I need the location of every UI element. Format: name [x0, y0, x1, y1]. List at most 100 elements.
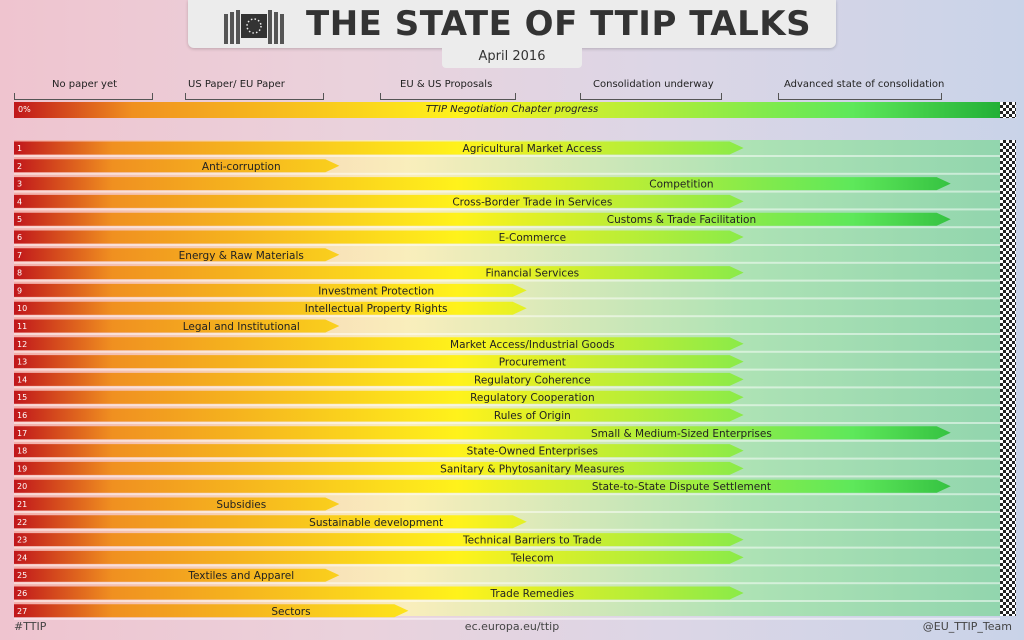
chapter-bar [14, 426, 951, 440]
row-track [14, 368, 1000, 371]
row-number: 21 [17, 500, 27, 509]
row-track [14, 475, 1000, 478]
finish-flag [1000, 140, 1016, 616]
chapter-bar [14, 461, 744, 475]
chapter-label: Energy & Raw Materials [179, 250, 304, 262]
chapter-label: Technical Barriers to Trade [462, 535, 602, 547]
footer-twitter: @EU_TTIP_Team [922, 620, 1012, 633]
chapter-bar [14, 337, 744, 351]
chapter-label: Small & Medium-Sized Enterprises [591, 428, 772, 440]
chapter-bar [14, 479, 951, 493]
chapter-label: Market Access/Industrial Goods [450, 339, 615, 351]
progress-caption: TTIP Negotiation Chapter progress [425, 104, 599, 115]
chapter-bar [14, 372, 744, 386]
chapter-bar [14, 141, 744, 155]
row-track [14, 528, 1000, 531]
chapter-label: Procurement [499, 357, 566, 369]
finish-flag-top [1000, 102, 1016, 118]
row-track [14, 404, 1000, 407]
chapter-bar [14, 266, 744, 280]
chapter-bar [14, 390, 744, 404]
chapter-label: Trade Remedies [490, 588, 575, 600]
page-subtitle: April 2016 [442, 46, 582, 68]
chapter-label: State-Owned Enterprises [467, 446, 598, 458]
chapter-label: Regulatory Cooperation [470, 392, 595, 404]
row-track [14, 226, 1000, 229]
chapter-bar [14, 550, 744, 564]
row-track [14, 315, 1000, 318]
chapter-bar [14, 194, 744, 208]
chapter-label: Cross-Border Trade in Services [452, 196, 612, 208]
row-number: 13 [17, 358, 27, 367]
row-track [14, 208, 1000, 211]
row-track [14, 350, 1000, 353]
chapter-bar [14, 604, 409, 618]
chapter-label: Rules of Origin [494, 410, 571, 422]
row-track [14, 172, 1000, 175]
row-track [14, 422, 1000, 424]
chapter-bar [14, 248, 340, 262]
row-number: 10 [17, 304, 27, 313]
chapter-bar [14, 533, 744, 547]
row-number: 3 [17, 180, 22, 189]
chapter-bar [14, 408, 744, 422]
chapter-label: E-Commerce [499, 232, 566, 244]
row-number: 14 [17, 375, 27, 384]
progress-bar [14, 102, 1000, 118]
row-track [14, 244, 1000, 246]
row-track [14, 511, 1000, 513]
row-track [14, 546, 1000, 549]
chapter-label: Sanitary & Phytosanitary Measures [440, 463, 624, 475]
chapter-bar [14, 212, 951, 226]
row-number: 20 [17, 482, 27, 491]
row-number: 1 [17, 144, 22, 153]
chapter-label: Investment Protection [318, 285, 434, 297]
footer-hashtag: #TTIP [14, 620, 47, 633]
row-number: 4 [17, 197, 22, 206]
chapter-bar [14, 230, 744, 244]
row-number: 17 [17, 429, 27, 438]
chapter-label: Sectors [271, 606, 310, 618]
row-number: 26 [17, 589, 27, 598]
chapter-bar [14, 319, 340, 333]
row-number: 6 [17, 233, 22, 242]
row-number: 16 [17, 411, 27, 420]
eu-commission-logo [224, 10, 284, 44]
chapter-bar [14, 177, 951, 191]
row-number: 19 [17, 464, 27, 473]
row-track [14, 190, 1000, 193]
chapter-label: Agricultural Market Access [463, 143, 603, 155]
stage-label-no-paper: No paper yet [52, 79, 118, 90]
row-track [14, 279, 1000, 282]
chapter-label: Textiles and Apparel [187, 570, 294, 582]
chapter-bar [14, 515, 527, 529]
row-number: 12 [17, 340, 27, 349]
chapter-bar [14, 355, 744, 369]
chapter-label: Sustainable development [309, 517, 443, 529]
row-track [14, 493, 1000, 496]
chapter-label: Customs & Trade Facilitation [607, 214, 756, 226]
chapter-bar [14, 568, 340, 582]
row-number: 15 [17, 393, 27, 402]
chapter-label: Regulatory Coherence [474, 374, 591, 386]
chapter-label: Financial Services [486, 268, 580, 280]
stage-label-advanced: Advanced state of consolidation [784, 79, 945, 90]
chapter-bar [14, 301, 527, 315]
row-number: 18 [17, 447, 27, 456]
chapter-label: Intellectual Property Rights [305, 303, 448, 315]
row-track [14, 582, 1000, 585]
page-title: THE STATE OF TTIP TALKS [306, 4, 812, 44]
row-track [14, 617, 1000, 620]
chapter-label: State-to-State Dispute Settlement [592, 481, 771, 493]
row-number: 22 [17, 518, 27, 527]
row-track [14, 600, 1000, 602]
chapter-bar [14, 586, 744, 600]
row-track [14, 564, 1000, 567]
stage-bracket [380, 93, 516, 100]
row-number: 9 [17, 286, 22, 295]
chapter-bar [14, 283, 527, 297]
chapter-label: Subsidies [216, 499, 266, 511]
row-track [14, 457, 1000, 460]
chapter-label: Legal and Institutional [183, 321, 300, 333]
